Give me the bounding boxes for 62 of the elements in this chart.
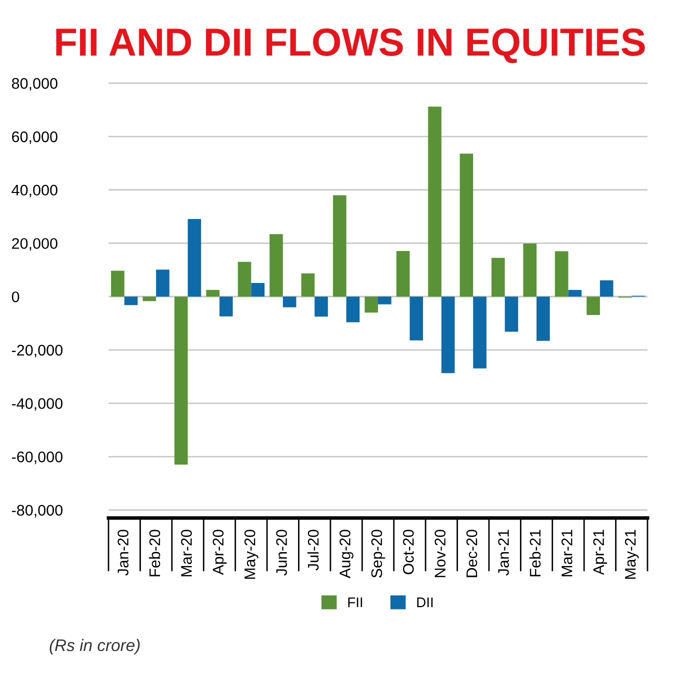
x-tick-label: Oct-20 [402,530,414,574]
text: (Rs in crore) [50,638,140,654]
x-tick-label: Dec-20 [466,530,478,578]
bar [586,296,600,315]
bar [156,270,170,297]
bar [473,296,486,368]
x-tick-label: Jan-20 [118,530,128,576]
legend-label: DII [417,598,433,608]
bar [428,106,442,297]
bar [600,280,614,297]
x-tick-label: Mar-21 [562,530,572,576]
bar [346,296,360,322]
bar [378,296,392,304]
bar [188,218,202,297]
y-tick-label: 60,000 [12,131,58,144]
bar [332,195,346,297]
y-tick-label: -40,000 [12,398,62,411]
bar [111,270,124,297]
x-tick-label: Jun-20 [276,530,287,576]
bar [441,296,455,374]
bar [396,250,410,297]
x-tick-label: Nov-20 [434,530,446,578]
y-tick-label: -20,000 [12,344,62,358]
x-tick-label: Sep-20 [371,530,386,578]
bar [219,296,233,316]
y-tick-label: -80,000 [12,504,62,518]
legend-label: FII [348,598,362,608]
bar [238,262,252,297]
x-tick-label: Feb-20 [148,530,160,576]
bar [124,296,138,306]
x-tick-label: Jan-21 [498,530,509,576]
y-tick-label: 40,000 [12,184,58,198]
bar [568,290,582,297]
x-tick-label: Mar-20 [181,530,192,576]
bar [206,290,220,297]
bar [142,296,156,302]
bar [301,273,315,297]
bar [536,296,550,341]
x-tick-label: Apr-20 [212,530,227,575]
bar [251,282,264,297]
x-tick-label: May-21 [624,530,639,579]
bar [460,154,474,297]
x-tick-label: May-20 [244,530,258,579]
bar [410,296,424,340]
y-tick-label: 80,000 [12,78,58,91]
bar [174,296,188,465]
x-tick-label: Apr-21 [593,530,608,575]
bar [314,296,328,317]
bar [504,296,518,332]
y-tick-label: 0 [12,291,20,302]
bar [270,234,283,297]
y-tick-label: 20,000 [12,238,58,251]
chart-title: FII AND DII FLOWS IN EQUITIES [56,28,645,64]
bar [554,251,568,297]
bar [492,258,505,297]
bar [282,296,296,308]
bar [364,296,378,313]
x-tick-label: Aug-20 [340,530,354,578]
x-tick-label: Jul-20 [307,530,319,570]
bar [523,243,537,297]
y-tick-label: -60,000 [12,452,62,464]
x-tick-label: Feb-21 [529,530,541,576]
